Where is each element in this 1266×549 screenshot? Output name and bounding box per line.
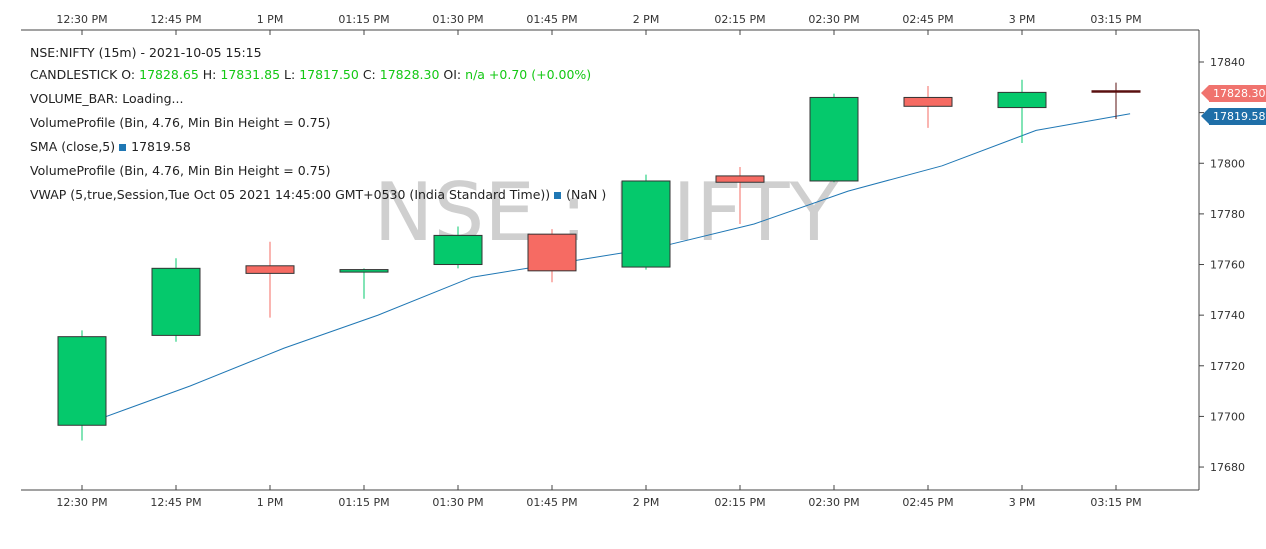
change-value: +0.70 bbox=[488, 67, 528, 82]
open-label: O: bbox=[121, 67, 136, 82]
price-tick-label: 17780 bbox=[1210, 208, 1245, 221]
candle bbox=[151, 258, 201, 342]
close-label: C: bbox=[362, 67, 376, 82]
bottom-time-label: 01:45 PM bbox=[526, 496, 577, 509]
price-tick-label: 17840 bbox=[1210, 56, 1245, 69]
top-time-label: 01:45 PM bbox=[526, 13, 577, 26]
volume-bar-label: VOLUME_BAR: bbox=[30, 91, 119, 106]
sma-label: SMA (close,5) bbox=[30, 139, 116, 154]
sma-value: 17819.58 bbox=[131, 139, 191, 154]
price-tick-label: 17800 bbox=[1210, 157, 1245, 170]
price-axis: 1768017700177201774017760177801780017820… bbox=[1199, 56, 1245, 474]
candle-body bbox=[433, 234, 483, 266]
top-time-label: 12:45 PM bbox=[150, 13, 201, 26]
legend-sma[interactable]: SMA (close,5) 17819.58 bbox=[30, 135, 606, 159]
sma-price-badge: 17819.58 bbox=[1201, 108, 1266, 125]
candle-body bbox=[151, 267, 201, 336]
candle-body bbox=[997, 91, 1047, 109]
candle-body bbox=[339, 269, 389, 273]
candle-body bbox=[245, 265, 295, 274]
oi-label: OI: bbox=[443, 67, 462, 82]
bottom-time-label: 02:30 PM bbox=[808, 496, 859, 509]
last-price-badge: 17828.30 bbox=[1201, 85, 1266, 102]
candle-body bbox=[621, 180, 671, 268]
candle-body bbox=[903, 96, 953, 107]
top-time-label: 02:45 PM bbox=[902, 13, 953, 26]
top-time-label: 12:30 PM bbox=[56, 13, 107, 26]
top-time-axis: 12:30 PM 12:45 PM 1 PM 01:15 PM 01:30 PM 01:4… bbox=[56, 13, 1142, 35]
change-percent: (+0.00%) bbox=[531, 67, 592, 82]
vwap-label: VWAP (5,true,Session,Tue Oct 05 2021 14:… bbox=[30, 187, 551, 202]
open-value: 17828.65 bbox=[139, 67, 199, 82]
candle bbox=[715, 167, 765, 225]
legend-vwap[interactable]: VWAP (5,true,Session,Tue Oct 05 2021 14:… bbox=[30, 183, 606, 207]
legend-candlestick: CANDLESTICK O: 17828.65 H: 17831.85 L: 1… bbox=[30, 63, 606, 87]
low-label: L: bbox=[284, 67, 296, 82]
vwap-color-swatch bbox=[554, 191, 562, 199]
price-tick-label: 17700 bbox=[1210, 410, 1245, 423]
bottom-time-label: 3 PM bbox=[1009, 496, 1036, 509]
bottom-time-label: 12:30 PM bbox=[56, 496, 107, 509]
candle bbox=[903, 86, 953, 128]
close-value: 17828.30 bbox=[379, 67, 440, 82]
candle bbox=[527, 229, 577, 283]
candles bbox=[57, 79, 1141, 441]
legend-volume-profile-2[interactable]: VolumeProfile (Bin, 4.76, Min Bin Height… bbox=[30, 163, 331, 178]
candle bbox=[809, 93, 859, 183]
bottom-time-label: 02:45 PM bbox=[902, 496, 953, 509]
high-label: H: bbox=[202, 67, 217, 82]
candle bbox=[57, 330, 107, 441]
top-time-label: 02:30 PM bbox=[808, 13, 859, 26]
price-tick-label: 17680 bbox=[1210, 461, 1245, 474]
volume-bar-status: Loading... bbox=[122, 91, 184, 106]
top-time-label: 2 PM bbox=[633, 13, 660, 26]
chart-legend: NSE:NIFTY (15m) - 2021-10-05 15:15 CANDL… bbox=[30, 44, 606, 207]
top-time-label: 01:15 PM bbox=[338, 13, 389, 26]
sma-layer bbox=[95, 113, 1131, 421]
bottom-time-label: 01:15 PM bbox=[338, 496, 389, 509]
legend-volume-bar[interactable]: VOLUME_BAR: Loading... bbox=[30, 87, 606, 111]
low-value: 17817.50 bbox=[299, 67, 359, 82]
chart-frame bbox=[21, 29, 1200, 491]
candle bbox=[621, 174, 671, 270]
candle-body bbox=[1091, 90, 1141, 93]
high-value: 17831.85 bbox=[220, 67, 281, 82]
bottom-time-label: 1 PM bbox=[257, 496, 284, 509]
bottom-time-axis: 12:30 PM 12:45 PM 1 PM 01:15 PM 01:30 PM 01:4… bbox=[56, 485, 1142, 509]
candle bbox=[433, 226, 483, 269]
bottom-time-label: 2 PM bbox=[633, 496, 660, 509]
candle bbox=[997, 79, 1047, 144]
price-tick-label: 17760 bbox=[1210, 259, 1245, 272]
legend-title: NSE:NIFTY (15m) - 2021-10-05 15:15 bbox=[30, 45, 262, 60]
vwap-value: (NaN ) bbox=[566, 187, 607, 202]
bottom-time-label: 01:30 PM bbox=[432, 496, 483, 509]
top-time-label: 03:15 PM bbox=[1090, 13, 1141, 26]
top-time-label: 1 PM bbox=[257, 13, 284, 26]
candle-body bbox=[809, 96, 859, 182]
price-tick-label: 17720 bbox=[1210, 360, 1245, 373]
top-time-label: 01:30 PM bbox=[432, 13, 483, 26]
legend-volume-profile-1[interactable]: VolumeProfile (Bin, 4.76, Min Bin Height… bbox=[30, 115, 331, 130]
candle-body bbox=[715, 175, 765, 183]
candle bbox=[339, 268, 389, 299]
candle-body bbox=[527, 233, 577, 272]
candle-body bbox=[57, 336, 107, 426]
bottom-time-label: 12:45 PM bbox=[150, 496, 201, 509]
oi-value: n/a bbox=[465, 67, 485, 82]
candle bbox=[245, 241, 295, 318]
sma-line bbox=[95, 113, 1131, 421]
top-time-label: 02:15 PM bbox=[714, 13, 765, 26]
price-tick-label: 17740 bbox=[1210, 309, 1245, 322]
candle bbox=[1091, 82, 1141, 119]
top-time-label: 3 PM bbox=[1009, 13, 1036, 26]
bottom-time-label: 02:15 PM bbox=[714, 496, 765, 509]
sma-color-swatch bbox=[119, 143, 127, 151]
bottom-time-label: 03:15 PM bbox=[1090, 496, 1141, 509]
candle-label: CANDLESTICK bbox=[30, 67, 118, 82]
